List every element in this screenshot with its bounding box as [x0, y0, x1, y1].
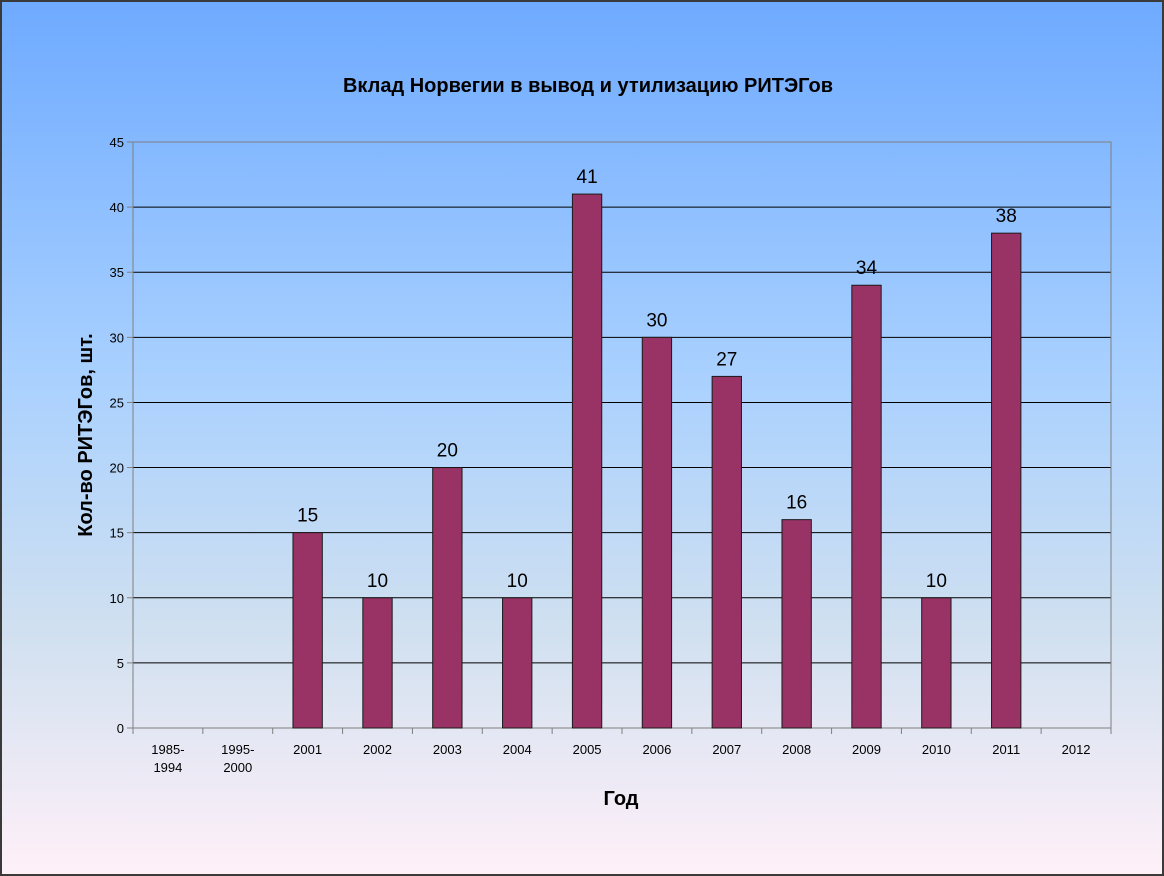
data-label: 15: [297, 506, 318, 527]
y-tick-label: 5: [117, 656, 124, 671]
data-label: 34: [856, 258, 878, 279]
plot-area: [132, 141, 1112, 729]
x-tick-label: 2011: [992, 742, 1020, 757]
x-tick-label: 2001: [293, 742, 322, 757]
bar: [921, 597, 952, 729]
y-tick-label: 35: [110, 265, 124, 280]
x-tick-label: 2005: [573, 742, 602, 757]
y-tick-label: 20: [110, 461, 124, 476]
bar: [292, 532, 323, 729]
x-tick-label: 2009: [852, 742, 881, 757]
gridlines: [133, 141, 1111, 664]
x-tick-label: 1995-2000: [221, 742, 254, 775]
bar: [432, 467, 463, 729]
y-tick-label: 25: [110, 395, 124, 410]
y-tick-label: 0: [117, 721, 124, 736]
data-label: 38: [996, 206, 1017, 227]
x-tick-label: 2002: [363, 742, 392, 757]
x-tick-label: 2003: [433, 742, 462, 757]
data-label: 41: [577, 167, 598, 188]
bar: [362, 597, 393, 729]
data-label: 30: [646, 310, 667, 331]
data-label: 16: [786, 493, 807, 514]
data-label: 27: [716, 349, 737, 370]
data-label: 10: [367, 571, 388, 592]
bar: [991, 232, 1022, 729]
data-label: 20: [437, 441, 458, 462]
x-axis-ticks: 1985-1994 1995-2000 2001 2002 2003 2004 2005 20…: [132, 728, 1112, 775]
bar: [571, 193, 603, 729]
data-label: 10: [507, 571, 528, 592]
bar: [781, 519, 812, 729]
bar: [711, 375, 742, 729]
y-tick-label: 15: [110, 526, 124, 541]
bar: [502, 597, 533, 729]
chart-title: Вклад Норвегии в вывод и утилизацию РИТЭ…: [343, 75, 833, 97]
y-tick-label: 10: [110, 591, 124, 606]
x-tick-label: 2008: [782, 742, 811, 757]
x-tick-label: 2010: [922, 742, 951, 757]
x-tick-label: 2007: [712, 742, 741, 757]
data-label: 10: [926, 571, 947, 592]
y-axis-ticks: 0 5 10 15 20 25 30 35 40 45: [110, 135, 133, 736]
y-tick-label: 45: [110, 135, 124, 150]
data-labels: 15 10 20 10 41 30 27 16 34 10 38: [297, 167, 1017, 592]
x-tick-label: 1985-1994: [151, 742, 184, 775]
x-tick-label: 2012: [1062, 742, 1091, 757]
x-tick-label: 2004: [503, 742, 532, 757]
y-tick-label: 40: [110, 200, 124, 215]
bars: [292, 193, 1022, 729]
bar: [851, 284, 882, 729]
bar: [641, 336, 673, 729]
x-axis-label: Год: [604, 788, 639, 810]
y-axis-label: Кол-во РИТЭГов, шт.: [75, 333, 97, 537]
x-tick-label: 2006: [642, 742, 671, 757]
y-tick-label: 30: [110, 330, 124, 345]
